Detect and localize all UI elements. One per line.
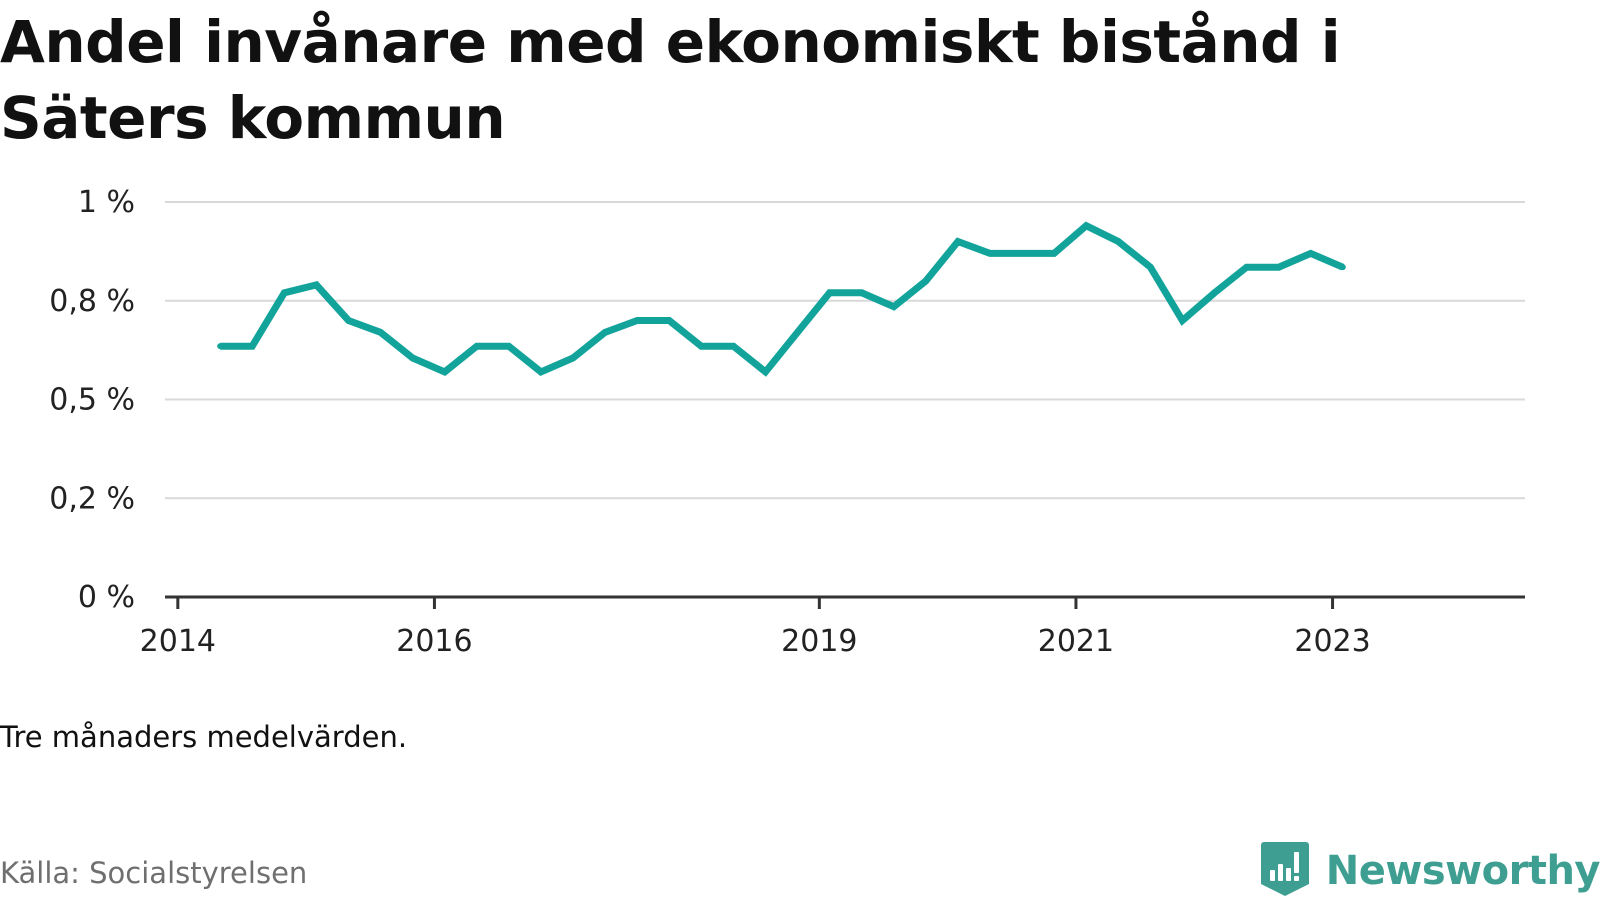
- data-point: [537, 368, 544, 375]
- x-tick-label: 2021: [1038, 624, 1114, 659]
- data-point: [249, 343, 256, 350]
- data-point: [826, 289, 833, 296]
- data-point: [1147, 264, 1154, 271]
- brand-name: Newsworthy: [1325, 848, 1600, 894]
- x-axis-ticks: 2014 2016 2019 2021 2023: [140, 597, 1371, 659]
- y-tick-label: 0,2 %: [49, 481, 135, 516]
- data-point: [794, 329, 801, 336]
- data-point: [1243, 264, 1250, 271]
- data-point: [922, 278, 929, 284]
- data-point: [570, 355, 576, 362]
- data-point: [409, 355, 416, 362]
- data-point: [1275, 264, 1282, 271]
- line-chart: 0 %0,2 %0,5 %0,8 %1 % 2014 2016 2019 2021 20…: [49, 185, 1525, 659]
- data-point: [281, 289, 288, 296]
- data-point: [986, 250, 993, 257]
- data-point: [1019, 250, 1026, 257]
- chart-title: Andel invånare med ekonomiskt bistånd i …: [0, 8, 1341, 152]
- data-point: [666, 317, 673, 324]
- data-point: [441, 368, 448, 375]
- data-point: [1115, 238, 1122, 245]
- bar-chart-flag-icon: [1260, 840, 1310, 902]
- series: [217, 221, 1346, 377]
- chart-note: Tre månaders medelvärden.: [0, 720, 408, 754]
- data-point: [762, 368, 769, 375]
- data-point: [473, 343, 480, 350]
- y-tick-label: 0,8 %: [49, 284, 135, 319]
- data-point: [698, 343, 705, 350]
- data-point: [217, 343, 224, 350]
- data-point: [1179, 317, 1186, 324]
- source-label: Källa: Socialstyrelsen: [0, 856, 308, 890]
- data-point: [1083, 222, 1090, 229]
- data-point: [1339, 264, 1346, 271]
- data-point: [377, 329, 384, 336]
- y-tick-label: 0 %: [78, 580, 135, 615]
- data-point: [858, 289, 865, 296]
- y-tick-label: 1 %: [78, 185, 135, 220]
- x-tick-label: 2016: [396, 624, 472, 659]
- data-point: [313, 281, 320, 288]
- data-point: [602, 329, 609, 336]
- y-axis-ticks: 0 % 0,2 % 0,5 % 0,8 % 1 %: [49, 185, 135, 615]
- data-point: [1211, 289, 1218, 296]
- data-point: [730, 343, 737, 350]
- y-tick-label: 0,5 %: [49, 383, 135, 418]
- x-tick-label: 2014: [140, 624, 216, 659]
- data-point: [890, 303, 897, 310]
- data-point: [634, 317, 641, 324]
- x-tick-label: 2023: [1294, 624, 1370, 659]
- data-point: [1051, 250, 1058, 257]
- data-point: [505, 343, 512, 350]
- series-line: [220, 221, 1345, 377]
- data-point: [954, 238, 961, 245]
- data-point: [345, 317, 352, 324]
- brand-logo[interactable]: Newsworthy: [1260, 840, 1600, 902]
- gridlines: [165, 201, 1525, 500]
- data-point: [1307, 250, 1314, 257]
- x-tick-label: 2019: [781, 624, 857, 659]
